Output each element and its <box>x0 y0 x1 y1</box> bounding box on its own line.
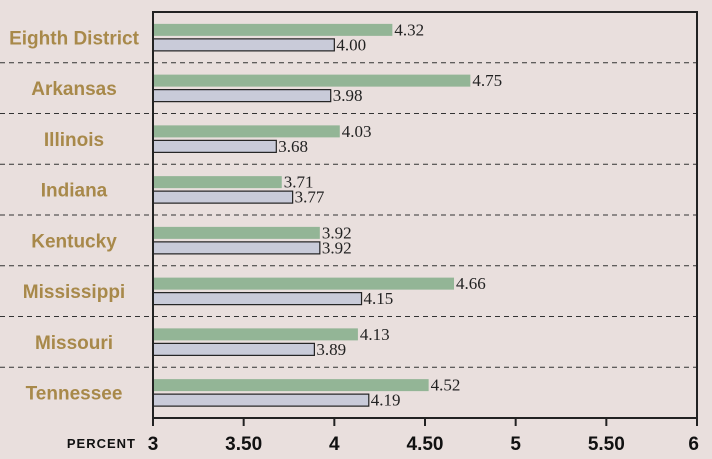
category-label: Missouri <box>35 333 113 354</box>
bar-series-1 <box>153 23 393 36</box>
bar-series-1 <box>153 328 358 341</box>
bar-series-2 <box>152 190 294 204</box>
value-label: 3.68 <box>278 137 308 156</box>
value-label: 4.75 <box>472 71 502 90</box>
x-axis-ticks: 3 3.50 4 4.50 5 5.50 6 <box>148 418 699 455</box>
bar-series-1 <box>153 74 471 87</box>
value-label: 4.03 <box>342 122 372 141</box>
value-label: 3.92 <box>322 223 352 242</box>
bar-series-1 <box>153 226 320 239</box>
value-label: 4.66 <box>456 274 486 293</box>
value-label: 3.98 <box>333 86 363 105</box>
category-label: Eighth District <box>9 28 140 49</box>
category-labels: Eighth District Arkansas Illinois Indiana Ke… <box>9 28 140 404</box>
x-tick-label: 4.50 <box>407 434 444 455</box>
bar-series-2 <box>152 241 321 255</box>
value-label: 3.89 <box>316 340 346 359</box>
value-label: 4.00 <box>336 35 366 54</box>
category-label: Mississippi <box>23 282 125 303</box>
x-tick-label: 5.50 <box>588 434 625 455</box>
value-label: 4.19 <box>371 391 401 410</box>
x-axis-unit-label: PERCENT <box>67 436 136 451</box>
bar-series-2 <box>152 292 363 306</box>
bar-series-1 <box>153 125 340 138</box>
bar-series-2 <box>152 342 315 356</box>
x-tick-label: 5 <box>510 434 521 455</box>
x-tick-label: 3 <box>148 434 159 455</box>
value-label: 3.77 <box>295 188 325 207</box>
bar-series-1 <box>153 379 429 392</box>
category-label: Arkansas <box>31 79 117 100</box>
category-label: Kentucky <box>31 231 117 252</box>
bar-series-2 <box>152 139 277 153</box>
value-labels: 4.32 4.00 4.75 3.98 4.03 3.68 3.713.77 3.923.92… <box>278 20 502 409</box>
bar-series-2 <box>152 393 370 407</box>
value-label: 3.71 <box>284 173 314 192</box>
x-tick-label: 6 <box>688 434 699 455</box>
bars <box>152 23 471 407</box>
bar-series-1 <box>153 277 455 290</box>
category-label: Indiana <box>41 181 108 202</box>
x-tick-label: 3.50 <box>225 434 262 455</box>
category-separators <box>0 62 697 368</box>
category-label: Tennessee <box>26 384 123 405</box>
value-label: 4.13 <box>360 325 390 344</box>
value-label: 3.92 <box>322 238 352 257</box>
bar-series-2 <box>152 89 332 103</box>
bar-series-1 <box>153 176 282 189</box>
bar-series-2 <box>152 38 335 52</box>
x-tick-label: 4 <box>329 434 340 455</box>
value-label: 4.52 <box>431 376 461 395</box>
category-label: Illinois <box>44 130 104 151</box>
value-label: 4.15 <box>364 289 394 308</box>
value-label: 4.32 <box>394 20 424 39</box>
